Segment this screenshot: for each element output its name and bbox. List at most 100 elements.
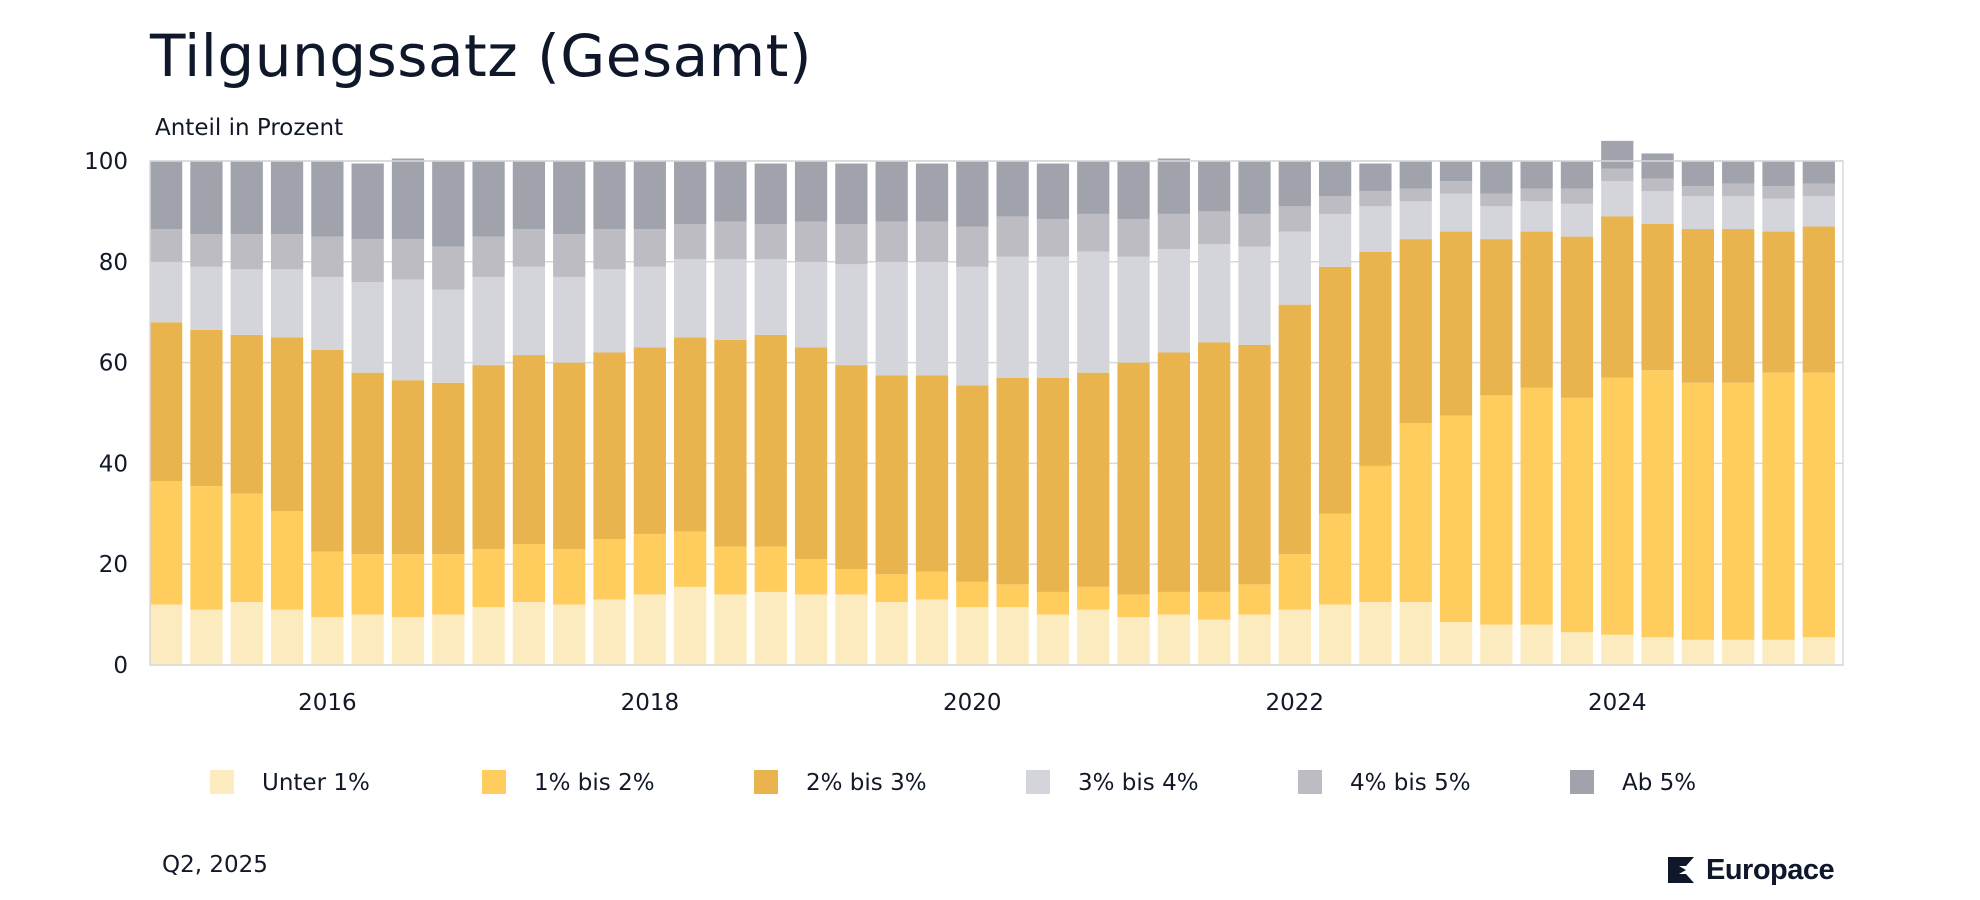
bar-segment [150,481,183,605]
bar-segment [875,602,908,665]
legend-label: Ab 5% [1622,770,1696,796]
bar-segment [1601,140,1634,169]
bar-segment [915,221,949,262]
bar-segment [1157,158,1190,214]
bar-segment [1520,188,1553,202]
bar-segment [1520,624,1553,665]
bar-segment [432,289,465,383]
brand-name: Europace [1706,853,1835,886]
legend-swatch [754,770,778,794]
bar-segment [1439,193,1473,232]
bar-segment [1238,246,1271,345]
bar-segment [553,604,586,665]
bar-segment [714,546,747,595]
bar-segment [1641,153,1674,179]
bar-segment [512,355,546,545]
bar-segment [1077,213,1110,252]
bar-segment [794,261,828,348]
bar-segment [754,224,787,260]
bar-segment [1399,602,1432,665]
bar-segment [754,334,787,547]
bar-segment [1318,161,1352,197]
bar-segment [835,224,868,265]
bar-segment [875,574,908,602]
bar-segment [1802,372,1835,638]
bar-segment [311,161,344,237]
bar-segment [1077,372,1110,587]
bar-segment [270,511,304,610]
bar-segment [270,161,304,235]
bar-segment [472,276,505,366]
chart-title: Tilgungssatz (Gesamt) [150,22,813,90]
bar-segment [1077,586,1110,610]
bar-segment [190,609,223,665]
bar-segment [1480,624,1513,665]
bar-segment [553,276,586,363]
bar-segment [190,486,223,610]
y-tick-label: 100 [84,149,128,175]
bar-segment [835,365,868,570]
bar-segment [432,614,465,665]
bar-segment [1762,186,1795,199]
bar-segment [1238,614,1271,665]
bar-segment [1117,256,1150,363]
bar-segment [1077,251,1110,373]
bar-segment [633,266,666,348]
y-tick-label: 80 [99,250,128,276]
bar-segment [1520,231,1553,388]
bar-segment [714,161,747,222]
bar-segment [1359,465,1392,602]
bar-segment [1681,382,1715,640]
bar-segment [1359,191,1392,207]
bar-segment [190,234,223,267]
bar-segment [915,163,949,222]
bar-segment [1117,617,1150,665]
bar-segment [1722,196,1755,230]
bar-segment [1601,377,1634,635]
bar-segment [633,347,666,534]
bar-segment [351,239,384,282]
bar-segment [996,584,1029,608]
bar-segment [915,261,949,376]
bar-segment [1560,632,1594,665]
bar-segment [230,269,263,335]
bar-segment [1036,218,1070,257]
bar-segment [1722,639,1755,665]
bar-segment [1198,619,1231,665]
bar-segment [150,322,183,482]
bar-segment [1560,397,1594,633]
legend-swatch [1298,770,1322,794]
bar-segment [633,229,666,267]
bar-segment [1802,196,1835,227]
bar-segment [311,617,344,665]
bar-segment [230,493,263,602]
bar-segment [1560,161,1594,189]
bar-segment [835,163,868,224]
bar-segment [1681,229,1715,383]
bar-segment [553,161,586,235]
bar-segment [593,352,626,539]
bar-segment [351,614,384,665]
bar-segment [270,609,304,665]
bar-segment [512,602,546,665]
bar-segment [351,554,384,615]
bar-segment [230,161,263,235]
x-tick-label: 2020 [943,690,1002,716]
bar-segment [875,221,908,262]
bar-segment [915,571,949,600]
bar-segment [1439,181,1473,194]
bar-segment [875,161,908,222]
bar-segment [835,569,868,595]
y-tick-label: 0 [113,653,128,679]
bar-segment [1641,637,1674,665]
bar-segment [1681,639,1715,665]
bar-segment [391,279,425,381]
bar-segment [1036,614,1070,665]
bar-segment [1601,216,1634,378]
y-tick-label: 40 [99,451,128,477]
bar-segment [1399,201,1432,240]
bar-segment [472,549,505,608]
bar-segment [1157,614,1190,665]
bar-segment [432,161,465,247]
bar-segment [633,594,666,665]
